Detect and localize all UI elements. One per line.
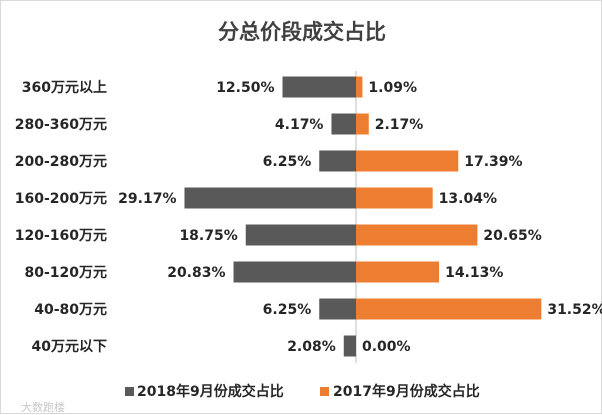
value-label-2017: 17.39%	[464, 154, 522, 170]
value-label-2018: 6.25%	[263, 154, 312, 170]
bar-2018	[343, 335, 356, 357]
bar-2017	[356, 224, 478, 246]
bar-2018	[319, 298, 356, 320]
category-label: 120-160万元	[15, 228, 107, 244]
category-label: 280-360万元	[15, 117, 107, 133]
value-label-2017: 0.00%	[362, 339, 411, 355]
legend-label-2018: 2018年9月份成交占比	[137, 383, 284, 400]
category-label: 80-120万元	[24, 265, 107, 281]
bar-2017	[356, 150, 459, 172]
bar-2018	[282, 76, 356, 98]
chart-title: 分总价段成交占比	[218, 20, 386, 44]
legend-label-2017: 2017年9月份成交占比	[333, 383, 480, 400]
value-label-2017: 14.13%	[445, 265, 503, 281]
category-label: 40万元以下	[32, 339, 107, 355]
legend: 2018年9月份成交占比 2017年9月份成交占比	[125, 383, 480, 400]
bar-2018	[184, 187, 356, 209]
value-label-2018: 4.17%	[275, 117, 324, 133]
bar-2017	[356, 113, 369, 135]
value-label-2018: 18.75%	[179, 228, 237, 244]
category-label: 360万元以上	[22, 80, 107, 96]
bar-2018	[319, 150, 356, 172]
bar-2018	[245, 224, 356, 246]
bar-2017	[356, 187, 433, 209]
bars-layer	[184, 71, 542, 363]
value-label-2017: 13.04%	[439, 191, 497, 207]
value-label-2018: 6.25%	[263, 302, 312, 318]
bar-2017	[356, 298, 542, 320]
value-label-2018: 12.50%	[216, 80, 274, 96]
value-label-2018: 20.83%	[167, 265, 225, 281]
bar-2017	[356, 76, 363, 98]
value-label-2018: 29.17%	[118, 191, 176, 207]
bar-2018	[331, 113, 356, 135]
value-label-2017: 1.09%	[368, 80, 417, 96]
category-label: 200-280万元	[15, 154, 107, 170]
value-label-2018: 2.08%	[287, 339, 336, 355]
watermark: 大数跑楼	[21, 400, 65, 414]
legend-swatch-2017	[320, 387, 329, 396]
value-label-2017: 2.17%	[375, 117, 424, 133]
value-label-2017: 31.52%	[547, 302, 602, 318]
labels-layer: 360万元以上 280-360万元 200-280万元 160-200万元 120-16…	[15, 80, 602, 355]
category-label: 40-80万元	[34, 302, 107, 318]
category-label: 160-200万元	[15, 191, 107, 207]
bar-2017	[356, 261, 440, 283]
bar-2018	[233, 261, 356, 283]
legend-swatch-2018	[125, 387, 134, 396]
value-label-2017: 20.65%	[483, 228, 541, 244]
